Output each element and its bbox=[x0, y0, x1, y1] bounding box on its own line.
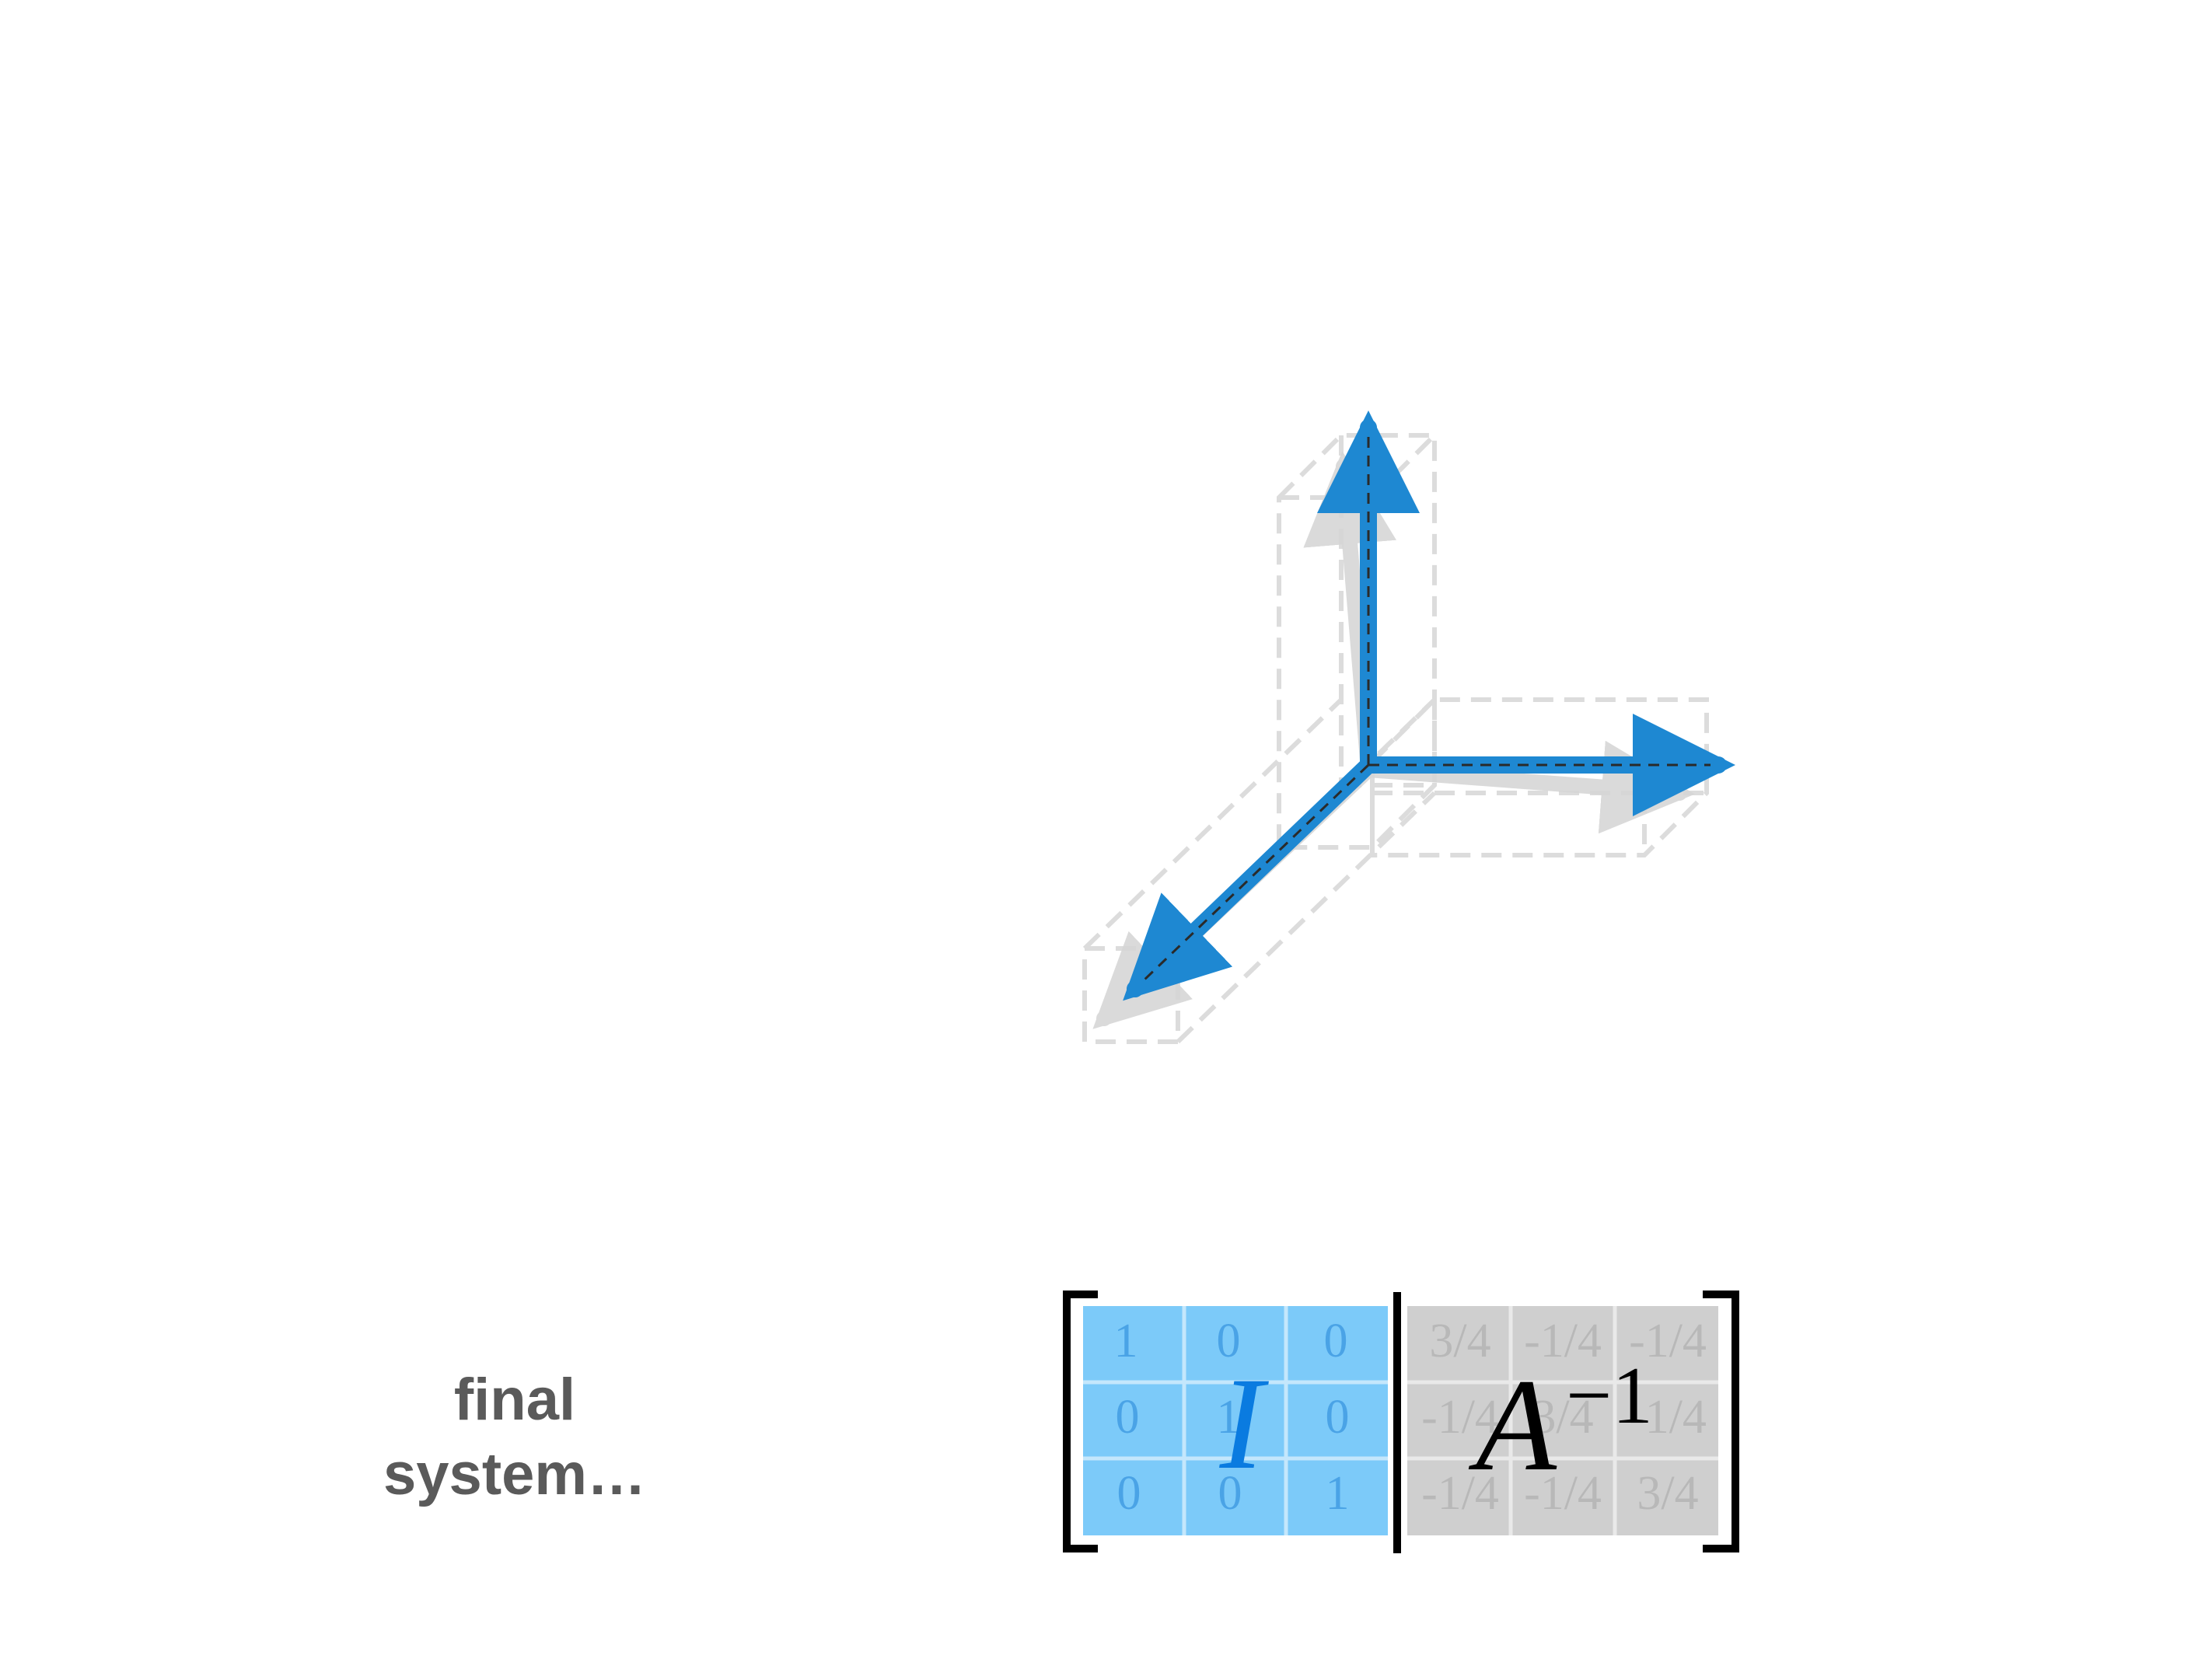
matrix-brackets bbox=[1063, 1291, 1739, 1553]
caption-line-1: final bbox=[454, 1367, 575, 1433]
inverse-cells: 3/4 -1/4 -1/4 -1/4 3/4 -1/4 -1/4 -1/4 3/… bbox=[1421, 1315, 1707, 1520]
right-bracket bbox=[1703, 1291, 1739, 1552]
matrix-cell: 1 bbox=[1326, 1467, 1350, 1520]
identity-cells: 1 0 0 0 1 0 0 0 1 bbox=[1114, 1315, 1350, 1520]
matrix-cell: 0 bbox=[1326, 1391, 1350, 1444]
caption: final system… bbox=[383, 1367, 646, 1507]
matrix-cell: -1/4 bbox=[1524, 1315, 1602, 1367]
matrix-cell: -1/4 bbox=[1421, 1391, 1499, 1444]
augmented-matrix: 1 0 0 0 1 0 0 0 1 3/4 -1/4 -1/4 -1/4 3/4… bbox=[1063, 1291, 1739, 1553]
arrow-center-dashes bbox=[1141, 435, 1711, 983]
matrix-cell: 1 bbox=[1114, 1315, 1138, 1367]
matrix-cell: -1/4 bbox=[1524, 1467, 1602, 1520]
identity-label: I bbox=[1219, 1350, 1270, 1497]
inverse-label-exponent: −1 bbox=[1566, 1350, 1653, 1441]
basis-vector-figure bbox=[1082, 410, 1735, 1044]
matrix-cell: 0 bbox=[1218, 1467, 1242, 1520]
matrix-cell: 0 bbox=[1324, 1315, 1348, 1367]
matrix-cell: -1/4 bbox=[1629, 1391, 1707, 1444]
matrix-grid-lines bbox=[1083, 1306, 1718, 1535]
matrix-cell: 1 bbox=[1217, 1391, 1241, 1444]
matrix-cell: 3/4 bbox=[1637, 1467, 1698, 1520]
matrix-cell: -1/4 bbox=[1421, 1467, 1499, 1520]
matrix-cell: -1/4 bbox=[1629, 1315, 1707, 1367]
matrix-cell: 3/4 bbox=[1532, 1391, 1593, 1444]
left-bracket bbox=[1063, 1291, 1098, 1552]
matrix-cell: 3/4 bbox=[1429, 1315, 1490, 1367]
inverse-label-base: A bbox=[1468, 1352, 1557, 1498]
matrix-cell: 0 bbox=[1117, 1467, 1141, 1520]
arrow-diagonal bbox=[1123, 756, 1377, 1001]
identity-block bbox=[1083, 1306, 1388, 1535]
matrix-cell: 0 bbox=[1217, 1315, 1241, 1367]
matrix-cell: 0 bbox=[1116, 1391, 1140, 1444]
inverse-block bbox=[1407, 1306, 1718, 1535]
caption-line-2: system… bbox=[383, 1441, 646, 1507]
